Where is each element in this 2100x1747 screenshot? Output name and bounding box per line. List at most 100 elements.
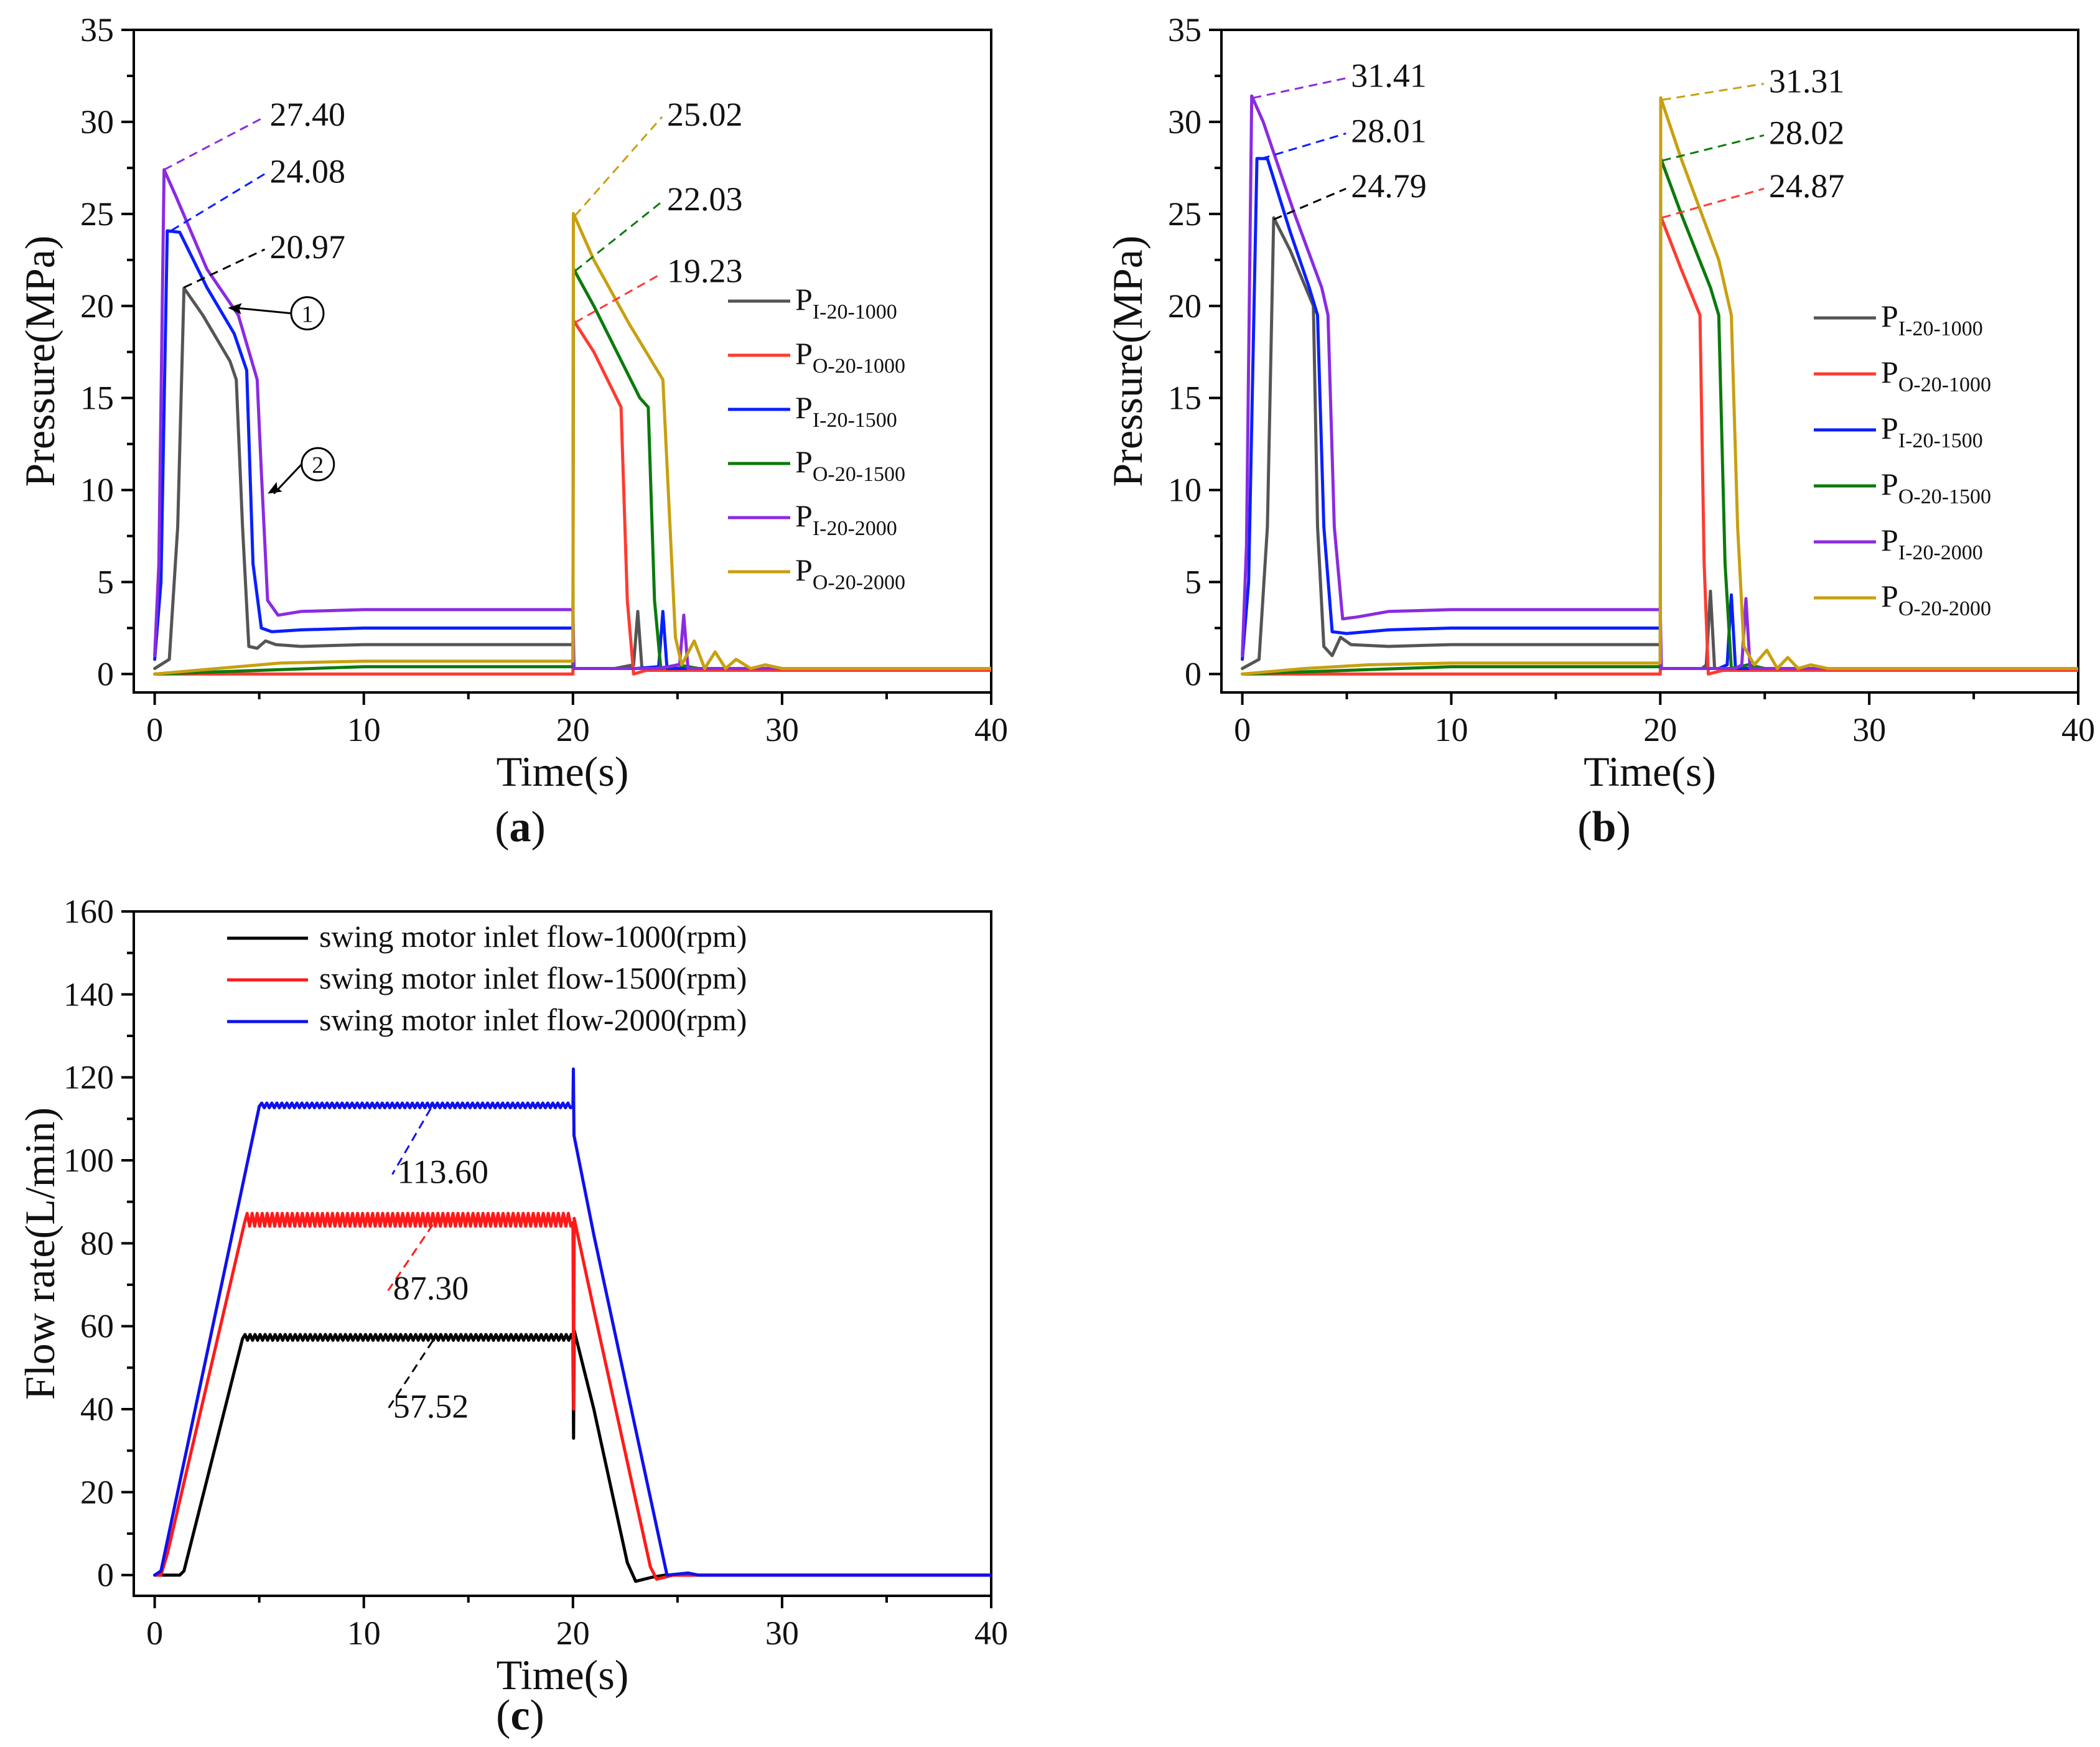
plot-area <box>1241 94 2078 676</box>
plot-frame <box>1220 29 2079 694</box>
legend-label-sub: O-20-2000 <box>813 571 905 594</box>
annotation-label: 113.60 <box>397 1153 488 1191</box>
series-line-2 <box>153 1067 991 1577</box>
annotation-label: 31.41 <box>1351 57 1427 95</box>
x-tick-label: 0 <box>146 1614 163 1652</box>
series-line-3 <box>1241 157 2078 676</box>
legend-label-sub: O-20-1000 <box>813 355 905 378</box>
y-tick-label: 10 <box>80 472 114 509</box>
x-tick-label: 40 <box>2061 711 2095 748</box>
annotation-leader <box>1662 134 1765 162</box>
series-line-1 <box>153 1211 991 1581</box>
annotation-leader <box>391 1107 432 1175</box>
y-tick-label: 0 <box>1185 655 1202 692</box>
y-tick-label: 35 <box>1168 11 1202 49</box>
legend-label-sub: I-20-1500 <box>813 409 897 432</box>
legend-label: PI-20-1500 <box>1881 411 1983 452</box>
legend-label-sub: O-20-1500 <box>813 463 905 486</box>
annotation-leader <box>1253 77 1346 99</box>
legend-label-main: P <box>795 444 813 479</box>
annotation-leader <box>164 116 266 171</box>
annotation-leader <box>574 116 663 217</box>
annotation-leader <box>184 248 266 289</box>
plot-frame <box>133 910 992 1597</box>
y-tick-label: 100 <box>63 1142 114 1179</box>
plot-frame <box>133 29 992 694</box>
plot-area <box>153 1067 991 1583</box>
x-axis-title: Time(s) <box>497 1651 629 1698</box>
legend-label-sub: O-20-1500 <box>1898 485 1991 508</box>
y-tick-label: 30 <box>80 103 114 141</box>
legend-label: PI-20-1000 <box>795 282 897 324</box>
legend-label: PO-20-1000 <box>795 336 905 378</box>
marker-circle <box>301 447 335 482</box>
legend-label-main: P <box>795 498 813 533</box>
legend-label: PI-20-2000 <box>1881 523 1983 564</box>
legend-label-main: P <box>1881 523 1898 557</box>
legend-label-main: P <box>795 336 813 371</box>
y-tick-label: 25 <box>1168 195 1202 233</box>
x-tick-label: 10 <box>347 1614 381 1652</box>
legend-label: PI-20-1500 <box>795 390 897 432</box>
legend-label-sub: O-20-2000 <box>1898 597 1991 620</box>
y-tick-label: 5 <box>97 564 114 601</box>
annotation-label: 31.31 <box>1769 63 1845 100</box>
panel-c: 0 10 20 30 40 0 20 40 60 80 100 120 140 160 Time(s) Flo… <box>16 893 1008 1740</box>
legend-label-main: P <box>1881 467 1898 501</box>
panel-label-open: ( <box>496 1692 510 1740</box>
annotation-label: 87.30 <box>393 1269 469 1307</box>
y-tick-label: 20 <box>80 1473 114 1511</box>
marker-number: 2 <box>312 452 324 478</box>
panel-label: (a) <box>495 803 546 851</box>
x-tick-label: 30 <box>1852 711 1886 748</box>
annotation-label: 24.08 <box>269 153 345 190</box>
annotation-label: 19.23 <box>667 252 743 289</box>
y-axis-title: Pressure(MPa) <box>16 235 63 487</box>
y-tick-label: 0 <box>97 1557 114 1594</box>
x-tick-label: 10 <box>347 711 381 748</box>
x-tick-label: 30 <box>765 711 799 748</box>
series-line-5 <box>1241 96 2078 676</box>
x-tick-label: 10 <box>1434 711 1468 748</box>
annotation-label: 27.40 <box>269 96 345 133</box>
legend-label: PO-20-1000 <box>1881 355 1991 396</box>
panel-a: 0 10 20 30 40 0 5 10 15 20 25 30 35 Time(s) Pressure(M… <box>16 11 1008 851</box>
series-line-0 <box>1241 216 2078 672</box>
legend-label: PO-20-2000 <box>1881 579 1991 620</box>
series-line-2 <box>1241 157 2078 670</box>
annotation-label: 28.02 <box>1769 114 1845 151</box>
y-tick-label: 120 <box>63 1059 114 1096</box>
y-tick-label: 80 <box>80 1224 114 1262</box>
marker-number: 1 <box>301 302 313 328</box>
series-line-2 <box>153 229 991 670</box>
y-tick-label: 60 <box>80 1308 114 1345</box>
panel-label: (b) <box>1577 803 1631 851</box>
legend-label: PI-20-1000 <box>1881 299 1983 340</box>
marker-arrow-line <box>234 307 292 315</box>
legend-label-sub: I-20-1000 <box>1898 317 1983 340</box>
annotation-leader <box>1662 187 1765 219</box>
y-tick-label: 140 <box>63 976 114 1013</box>
legend-label-main: P <box>1881 579 1898 613</box>
marker-arrow-head <box>228 303 242 315</box>
y-tick-label: 30 <box>1168 103 1202 141</box>
y-tick-label: 0 <box>97 655 114 692</box>
legend-label-main: P <box>795 390 813 425</box>
legend-label: swing motor inlet flow-1000(rpm) <box>319 919 747 954</box>
series-line-5 <box>153 212 991 676</box>
annotation-leader <box>1261 133 1346 160</box>
x-tick-label: 20 <box>556 1614 590 1652</box>
legend-label-main: P <box>1881 355 1898 389</box>
panel-label-open: ( <box>495 803 509 851</box>
y-tick-label: 25 <box>80 195 114 233</box>
series-line-0 <box>153 1328 991 1583</box>
annotation-leader <box>1273 187 1346 221</box>
y-tick-label: 160 <box>63 893 114 930</box>
panel-label-open: ( <box>1577 803 1592 851</box>
legend-label: PO-20-1500 <box>795 444 905 486</box>
y-axis-title: Pressure(MPa) <box>1104 235 1151 487</box>
y-tick-label: 40 <box>80 1391 114 1428</box>
panel-label-close: ) <box>530 1692 544 1740</box>
annotation-label: 28.01 <box>1351 112 1427 149</box>
